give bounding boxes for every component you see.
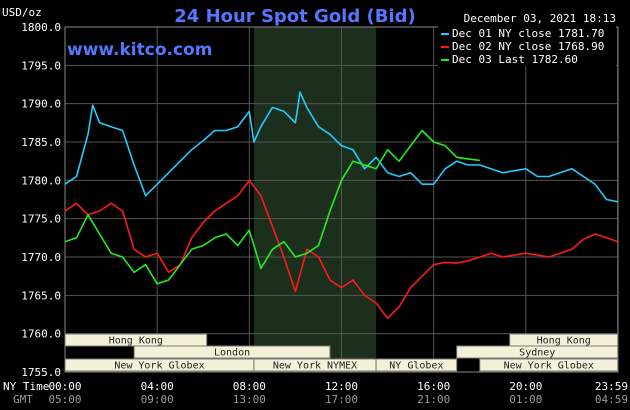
website-watermark: www.kitco.com xyxy=(67,40,212,60)
market-sessions: Hong Kong Hong Kong London Sydney New York G… xyxy=(64,333,619,372)
x-tick-gmt: 17:00 xyxy=(325,393,358,406)
x-tick-ny: 16:00 xyxy=(417,380,450,393)
session-label: New York Globex xyxy=(114,361,204,372)
x-tick-ny: 20:00 xyxy=(509,380,542,393)
legend-dec01: Dec 01 NY close 1781.70 xyxy=(452,27,604,40)
session-box xyxy=(456,345,619,359)
session-box xyxy=(375,358,458,372)
x-tick-ny: 23:59 xyxy=(595,380,628,393)
x-tick-ny: 04:00 xyxy=(141,380,174,393)
gmt-label: GMT xyxy=(13,393,33,406)
session-label: New York Globex xyxy=(504,361,594,372)
y-tick-label: 1755.0 xyxy=(21,366,61,379)
session-label: Hong Kong xyxy=(109,336,163,347)
price-series xyxy=(64,91,619,320)
session-label: Sydney xyxy=(519,348,555,359)
session-box xyxy=(133,345,331,359)
y-tick-label: 1795.0 xyxy=(21,59,61,72)
legend-dec03: Dec 03 Last 1782.60 xyxy=(452,53,578,66)
session-box xyxy=(479,358,619,372)
x-tick-ny: 08:00 xyxy=(233,380,266,393)
legend-dec02: Dec 02 NY close 1768.90 xyxy=(452,40,604,53)
chart-title: 24 Hour Spot Gold (Bid) xyxy=(174,6,415,27)
plot-frame xyxy=(64,26,619,373)
y-tick-label: 1765.0 xyxy=(21,289,61,302)
x-tick-gmt: 05:00 xyxy=(48,393,81,406)
x-tick-gmt: 13:00 xyxy=(233,393,266,406)
x-tick-gmt: 04:59 xyxy=(595,393,628,406)
x-tick-gmt: 21:00 xyxy=(417,393,450,406)
y-unit-label: USD/oz xyxy=(2,6,42,19)
x-tick-ny: 12:00 xyxy=(325,380,358,393)
series-line-1 xyxy=(64,91,618,203)
ny-time-label: NY Time xyxy=(3,380,49,393)
y-tick-label: 1775.0 xyxy=(21,213,61,226)
x-tick-gmt: 01:00 xyxy=(509,393,542,406)
y-tick-label: 1790.0 xyxy=(21,98,61,111)
session-label: New York NYMEX xyxy=(273,361,357,372)
timestamp: December 03, 2021 18:13 xyxy=(464,12,616,25)
series-line-2 xyxy=(64,179,619,320)
session-label: NY Globex xyxy=(389,361,443,372)
legend: Dec 01 NY close 1781.70 Dec 02 NY close … xyxy=(438,26,616,66)
y-tick-label: 1770.0 xyxy=(21,251,61,264)
session-label: Hong Kong xyxy=(537,336,591,347)
y-axis-ticks: 1755.0 1760.0 1765.0 1770.0 1775.0 1780.0 1785… xyxy=(21,21,61,379)
series-line-3 xyxy=(64,129,480,285)
x-tick-ny: 00:00 xyxy=(48,380,81,393)
session-label: London xyxy=(214,348,250,359)
nymex-session-highlight xyxy=(253,27,377,372)
y-tick-label: 1760.0 xyxy=(21,328,61,341)
y-tick-label: 1785.0 xyxy=(21,136,61,149)
y-tick-label: 1780.0 xyxy=(21,174,61,187)
x-tick-gmt: 09:00 xyxy=(141,393,174,406)
y-tick-label: 1800.0 xyxy=(21,21,61,34)
